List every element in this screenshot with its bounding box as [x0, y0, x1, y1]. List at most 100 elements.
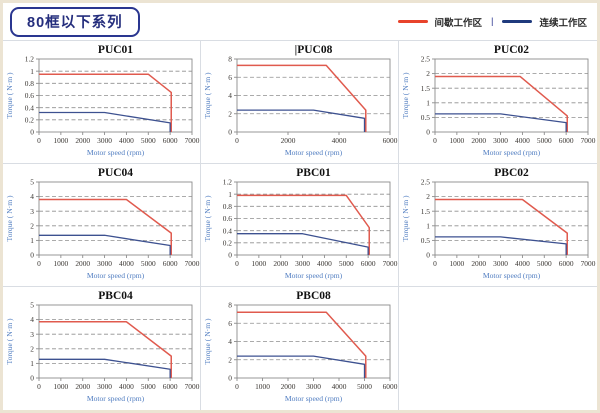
- y-tick-label: 4: [30, 315, 34, 324]
- intermittent-zone-curve: [236, 311, 367, 378]
- x-tick-label: 3000: [306, 382, 321, 391]
- y-tick-label: 1: [228, 189, 232, 198]
- x-tick-label: 4000: [119, 136, 134, 145]
- x-tick-label: 4000: [515, 136, 530, 145]
- y-tick-label: 0.4: [24, 103, 34, 112]
- plot-frame: [434, 58, 589, 132]
- intermittent-zone-curve: [38, 321, 172, 378]
- x-tick-label: 2000: [280, 382, 295, 391]
- y-tick-label: 2: [228, 109, 232, 118]
- x-tick-label: 0: [235, 259, 239, 268]
- empty-panel: [399, 287, 597, 410]
- y-tick-label: 0.8: [24, 78, 34, 87]
- x-tick-label: 0: [37, 259, 41, 268]
- y-tick-label: 0: [228, 250, 232, 259]
- x-tick-label: 4000: [119, 259, 134, 268]
- y-tick-label: 2: [30, 221, 34, 230]
- y-tick-label: 0.6: [222, 214, 232, 223]
- chart-grid: PUC01 0 1000 2000 3000 4000 5000 6000 7000 0 0.2 0.…: [3, 40, 597, 410]
- y-tick-label: 0: [426, 250, 430, 259]
- chart-puc04: PUC04 0 1000 2000 3000 4000 5000 6000 7000 0 1 2 3 4 5…: [5, 167, 200, 280]
- chart-panel-pbc08: PBC08 0 1000 2000 3000 4000 5000 6000 0 2 4 6 8 Motor…: [201, 287, 399, 410]
- y-tick-label: 2: [426, 192, 430, 201]
- chart-title: PUC02: [494, 44, 529, 56]
- y-axis-label: Torque ( N·m ): [203, 318, 212, 365]
- chart-panel-puc08: |PUC08 0 2000 4000 6000 0 2 4 6 8 Motor speed (rpm…: [201, 41, 399, 164]
- chart-pbc08: PBC08 0 1000 2000 3000 4000 5000 6000 0 2 4 6 8 Motor…: [203, 290, 398, 403]
- y-tick-label: 0: [30, 250, 34, 259]
- chart-panel-pbc04: PBC04 0 1000 2000 3000 4000 5000 6000 7000 0 1 2 3 4 5…: [3, 287, 201, 410]
- x-tick-label: 2000: [273, 259, 288, 268]
- y-tick-label: 0.6: [24, 91, 34, 100]
- x-tick-label: 6000: [559, 259, 574, 268]
- x-tick-label: 7000: [184, 259, 199, 268]
- plot-frame: [38, 304, 192, 379]
- y-tick-label: 1: [426, 98, 430, 107]
- y-axis-label: Torque ( N·m ): [401, 194, 410, 241]
- x-tick-label: 1000: [449, 259, 464, 268]
- chart-puc01: PUC01 0 1000 2000 3000 4000 5000 6000 7000 0 0.2 0.…: [5, 44, 200, 157]
- plot-frame: [38, 181, 192, 255]
- y-tick-label: 6: [228, 319, 232, 328]
- y-tick-label: 0.5: [421, 113, 431, 122]
- x-tick-label: 4000: [119, 382, 134, 391]
- x-tick-label: 6000: [382, 136, 397, 145]
- y-tick-label: 8: [228, 54, 232, 63]
- continuous-zone-line-icon: [502, 20, 533, 23]
- x-axis-label: Motor speed (rpm): [483, 271, 541, 280]
- y-tick-label: 0: [30, 374, 34, 383]
- continuous-zone-curve: [236, 232, 369, 255]
- legend: 间歇工作区 | 连续工作区: [397, 15, 587, 29]
- x-tick-label: 0: [37, 136, 41, 145]
- chart-title: PUC04: [97, 167, 132, 179]
- x-axis-label: Motor speed (rpm): [86, 271, 144, 280]
- x-axis-label: Motor speed (rpm): [86, 148, 144, 157]
- x-tick-label: 1000: [53, 259, 68, 268]
- chart-title: PBC08: [296, 290, 331, 302]
- continuous-zone-curve: [236, 355, 365, 378]
- chart-title: PBC04: [98, 290, 133, 302]
- page-title: 80框以下系列: [10, 6, 140, 37]
- y-tick-label: 2: [228, 355, 232, 364]
- y-tick-label: 4: [228, 91, 232, 100]
- x-tick-label: 1000: [53, 136, 68, 145]
- x-tick-label: 1000: [53, 382, 68, 391]
- y-axis-label: Torque ( N·m ): [5, 194, 14, 241]
- x-tick-label: 3000: [295, 259, 310, 268]
- x-tick-label: 5000: [338, 259, 353, 268]
- chart-panel-puc04: PUC04 0 1000 2000 3000 4000 5000 6000 7000 0 1 2 3 4 5…: [3, 164, 201, 287]
- y-axis-label: Torque ( N·m ): [5, 318, 14, 365]
- x-tick-label: 3000: [493, 136, 508, 145]
- y-tick-label: 0.8: [222, 201, 232, 210]
- x-tick-label: 6000: [559, 136, 574, 145]
- y-tick-label: 1: [30, 66, 34, 75]
- x-tick-label: 4000: [331, 382, 346, 391]
- continuous-zone-curve: [236, 108, 365, 132]
- x-tick-label: 2000: [75, 382, 90, 391]
- x-tick-label: 5000: [140, 136, 155, 145]
- x-tick-label: 0: [433, 136, 437, 145]
- x-tick-label: 6000: [162, 382, 177, 391]
- x-tick-label: 2000: [471, 259, 486, 268]
- continuous-zone-curve: [435, 235, 567, 255]
- y-tick-label: 0: [228, 127, 232, 136]
- continuous-zone-curve: [38, 358, 171, 378]
- x-tick-label: 7000: [184, 382, 199, 391]
- y-tick-label: 1: [426, 221, 430, 230]
- y-tick-label: 0.4: [222, 226, 232, 235]
- x-axis-label: Motor speed (rpm): [284, 394, 342, 403]
- x-tick-label: 2000: [75, 136, 90, 145]
- x-tick-label: 3000: [97, 136, 112, 145]
- intermittent-zone-curve: [38, 72, 172, 132]
- y-tick-label: 6: [228, 72, 232, 81]
- chart-pbc02: PBC02 0 1000 2000 3000 4000 5000 6000 7000 0 0.5 1 1…: [401, 167, 596, 280]
- chart-title: PUC01: [97, 44, 132, 56]
- x-tick-label: 5000: [357, 382, 372, 391]
- y-tick-label: 5: [30, 177, 34, 186]
- chart-title: PBC01: [296, 167, 331, 179]
- y-tick-label: 2.5: [421, 54, 431, 63]
- y-tick-label: 3: [30, 330, 34, 339]
- x-axis-label: Motor speed (rpm): [284, 148, 342, 157]
- x-tick-label: 6000: [162, 136, 177, 145]
- intermittent-zone-curve: [435, 198, 568, 255]
